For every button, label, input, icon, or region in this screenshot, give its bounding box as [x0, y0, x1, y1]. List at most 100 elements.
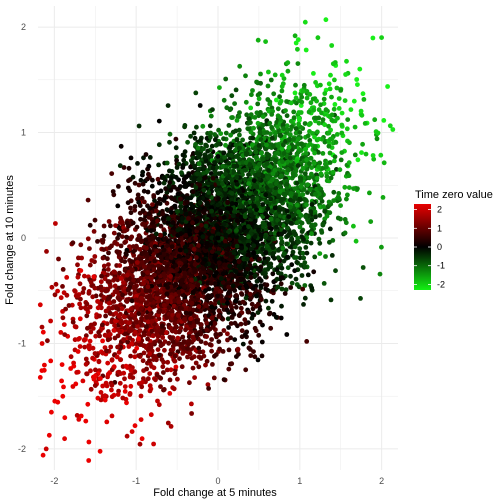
data-point	[297, 255, 303, 261]
data-point	[357, 66, 363, 72]
data-point	[164, 160, 170, 166]
data-point	[175, 376, 180, 382]
data-point	[164, 367, 170, 373]
data-point	[308, 100, 314, 106]
data-point	[309, 223, 314, 229]
data-point	[248, 105, 254, 111]
data-point	[311, 71, 316, 76]
data-point	[302, 260, 308, 265]
data-point	[193, 360, 199, 366]
data-point	[187, 380, 192, 386]
data-point	[322, 139, 328, 145]
data-point	[275, 106, 281, 112]
data-point	[256, 332, 262, 338]
data-point	[125, 339, 130, 345]
data-point	[103, 313, 108, 319]
data-point	[305, 133, 311, 139]
data-point	[238, 321, 244, 327]
data-point	[128, 326, 134, 332]
data-point	[176, 329, 182, 335]
data-point	[168, 210, 174, 215]
data-point	[272, 164, 278, 170]
data-point	[301, 82, 307, 88]
data-point	[168, 195, 174, 201]
data-point	[327, 150, 333, 156]
data-point	[377, 271, 383, 277]
data-point	[226, 366, 232, 372]
data-point	[158, 375, 164, 381]
data-point	[348, 107, 354, 112]
data-point	[44, 249, 49, 254]
data-point	[209, 143, 215, 149]
data-point	[82, 344, 88, 350]
data-point	[101, 223, 107, 229]
data-point	[128, 367, 134, 373]
data-point	[106, 300, 112, 306]
data-point	[76, 255, 81, 261]
data-point	[243, 367, 249, 373]
data-point	[220, 163, 226, 169]
data-point	[326, 199, 332, 205]
data-point	[278, 315, 284, 321]
data-point	[237, 300, 242, 306]
data-point	[342, 184, 348, 190]
data-point	[140, 358, 146, 364]
data-point	[102, 397, 108, 403]
data-point	[302, 121, 308, 126]
data-point	[145, 376, 151, 382]
data-point	[279, 72, 285, 78]
data-point	[145, 336, 151, 342]
data-point	[188, 195, 194, 201]
data-point	[60, 315, 66, 321]
data-point	[302, 171, 308, 177]
data-point	[175, 187, 181, 192]
data-point	[128, 236, 133, 242]
data-point	[101, 233, 107, 239]
data-point	[226, 123, 232, 128]
data-point	[190, 155, 196, 161]
data-point	[288, 285, 294, 290]
data-point	[313, 144, 318, 149]
data-point	[178, 325, 184, 331]
data-point	[252, 273, 258, 278]
data-point	[203, 362, 208, 368]
data-point	[278, 281, 284, 287]
data-point	[105, 371, 111, 377]
data-point	[141, 350, 147, 356]
data-point	[117, 163, 123, 169]
data-point	[291, 115, 297, 121]
data-point	[307, 138, 313, 143]
data-point	[313, 115, 318, 121]
data-point	[173, 364, 179, 370]
data-point	[342, 230, 348, 236]
data-point	[279, 84, 285, 89]
data-point	[132, 180, 138, 186]
data-point	[223, 130, 229, 136]
data-point	[87, 346, 92, 352]
data-point	[162, 339, 168, 344]
data-point	[122, 376, 127, 382]
data-point	[186, 172, 192, 177]
data-point	[292, 90, 298, 96]
data-point	[317, 213, 323, 218]
data-point	[167, 391, 173, 396]
data-point	[141, 188, 147, 194]
data-point	[263, 259, 268, 265]
data-point	[264, 185, 270, 191]
data-point	[247, 291, 253, 297]
data-point	[233, 304, 239, 310]
data-point	[144, 366, 150, 372]
data-point	[93, 333, 99, 339]
data-point	[285, 68, 291, 74]
data-point	[251, 125, 256, 131]
data-point	[332, 154, 338, 160]
data-point	[196, 364, 202, 370]
data-point	[217, 85, 222, 90]
data-point	[112, 240, 117, 246]
data-point	[323, 17, 329, 23]
data-point	[135, 278, 141, 284]
data-point	[83, 361, 89, 367]
data-point	[307, 186, 313, 192]
data-point	[120, 219, 125, 225]
data-point	[250, 88, 255, 93]
